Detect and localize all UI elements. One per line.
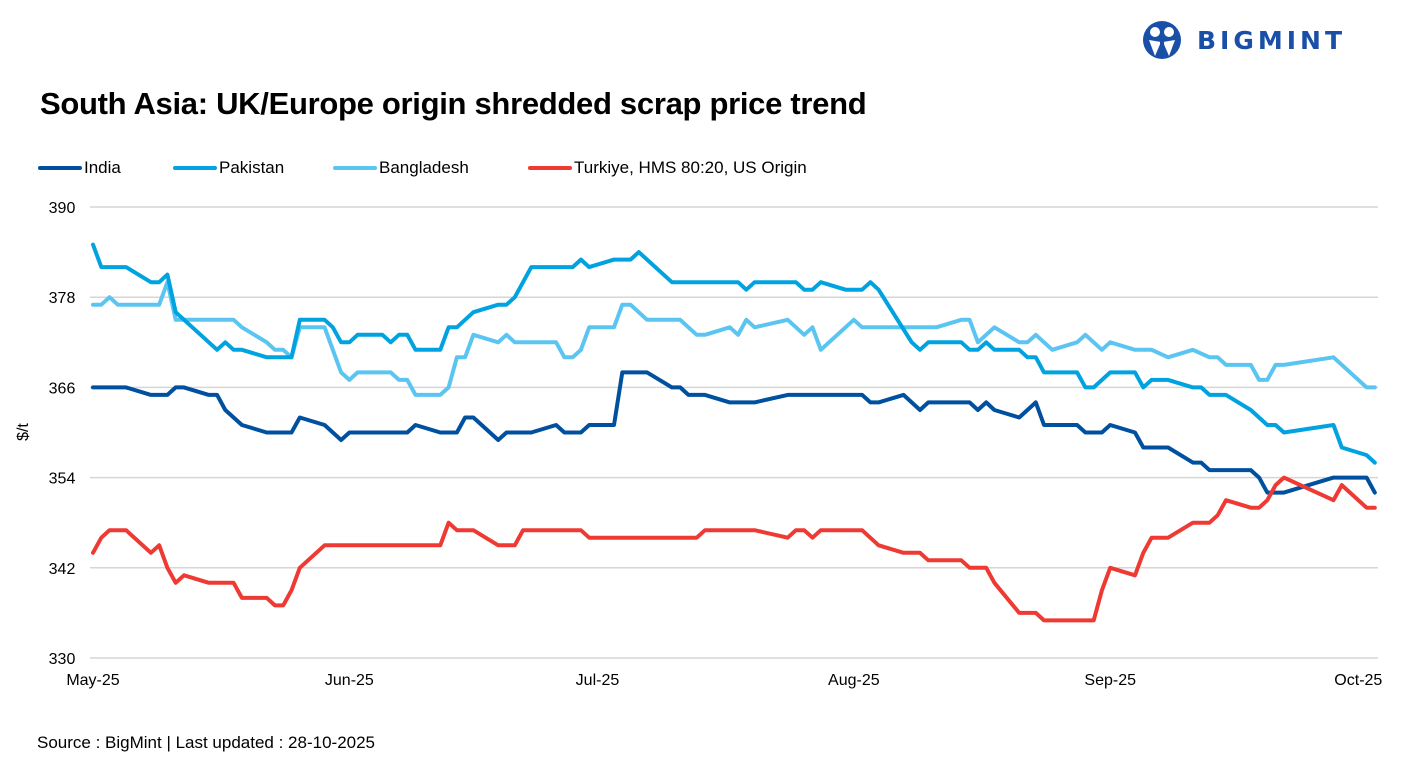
y-tick-label: 390	[49, 200, 76, 217]
x-tick-label: May-25	[66, 672, 119, 689]
legend-item: Pakistan	[173, 158, 333, 178]
legend-label: Pakistan	[219, 158, 285, 177]
legend-swatch	[528, 166, 572, 170]
y-tick-label: 366	[49, 380, 76, 397]
y-tick-label: 354	[49, 471, 76, 488]
y-tick-label: 342	[49, 561, 76, 578]
legend-label: Bangladesh	[379, 158, 469, 177]
chart-title: South Asia: UK/Europe origin shredded sc…	[40, 86, 867, 121]
legend-item: India	[38, 158, 173, 178]
legend-label: India	[84, 158, 121, 177]
logo-mark-icon	[1143, 21, 1181, 59]
legend-swatch	[38, 166, 82, 170]
legend-item: Bangladesh	[333, 158, 528, 178]
legend-swatch	[333, 166, 377, 170]
logo-text: BIGMINT	[1197, 25, 1347, 55]
legend-label: Turkiye, HMS 80:20, US Origin	[574, 158, 807, 177]
x-tick-label: Aug-25	[828, 672, 880, 689]
legend-swatch	[173, 166, 217, 170]
x-tick-label: Jul-25	[576, 672, 620, 689]
legend-item: Turkiye, HMS 80:20, US Origin	[528, 158, 828, 178]
series-line-pakistan	[91, 242, 1377, 465]
source-note: Source : BigMint | Last updated : 28-10-…	[37, 733, 376, 752]
y-tick-label: 378	[49, 290, 76, 307]
y-tick-label: 330	[49, 651, 76, 668]
series-line-india	[91, 370, 1377, 495]
series-line-bangladesh	[91, 280, 1377, 397]
bigmint-logo: BIGMINT	[1141, 20, 1346, 60]
x-tick-label: Oct-25	[1334, 672, 1382, 689]
y-axis-label: $/t	[15, 423, 32, 441]
legend: India Pakistan Bangladesh Turkiye, HMS 80:2…	[38, 158, 828, 178]
x-tick-label: Jun-25	[325, 672, 374, 689]
series-line-turkiye	[91, 475, 1377, 623]
x-tick-label: Sep-25	[1084, 672, 1136, 689]
